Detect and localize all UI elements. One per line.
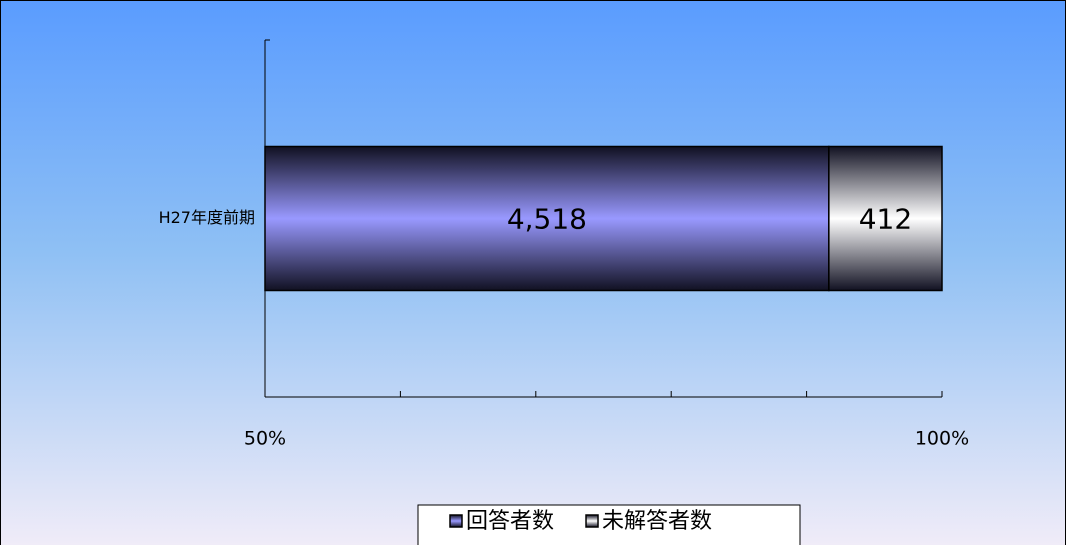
data-label: 412 [859, 203, 912, 236]
legend: 回答者数 未解答者数 [417, 504, 801, 549]
legend-label: 回答者数 [466, 509, 554, 534]
legend-box [417, 504, 801, 549]
x-tick-label: 100% [915, 428, 969, 450]
legend-label: 未解答者数 [602, 509, 712, 534]
bar-segment [264, 145, 830, 292]
category-label: H27年度前期 [159, 208, 255, 227]
legend-swatch [449, 514, 463, 528]
data-label: 4,518 [507, 203, 587, 236]
x-tick-label: 50% [244, 428, 286, 450]
legend-swatch [585, 514, 599, 528]
bar-segment [828, 145, 943, 292]
